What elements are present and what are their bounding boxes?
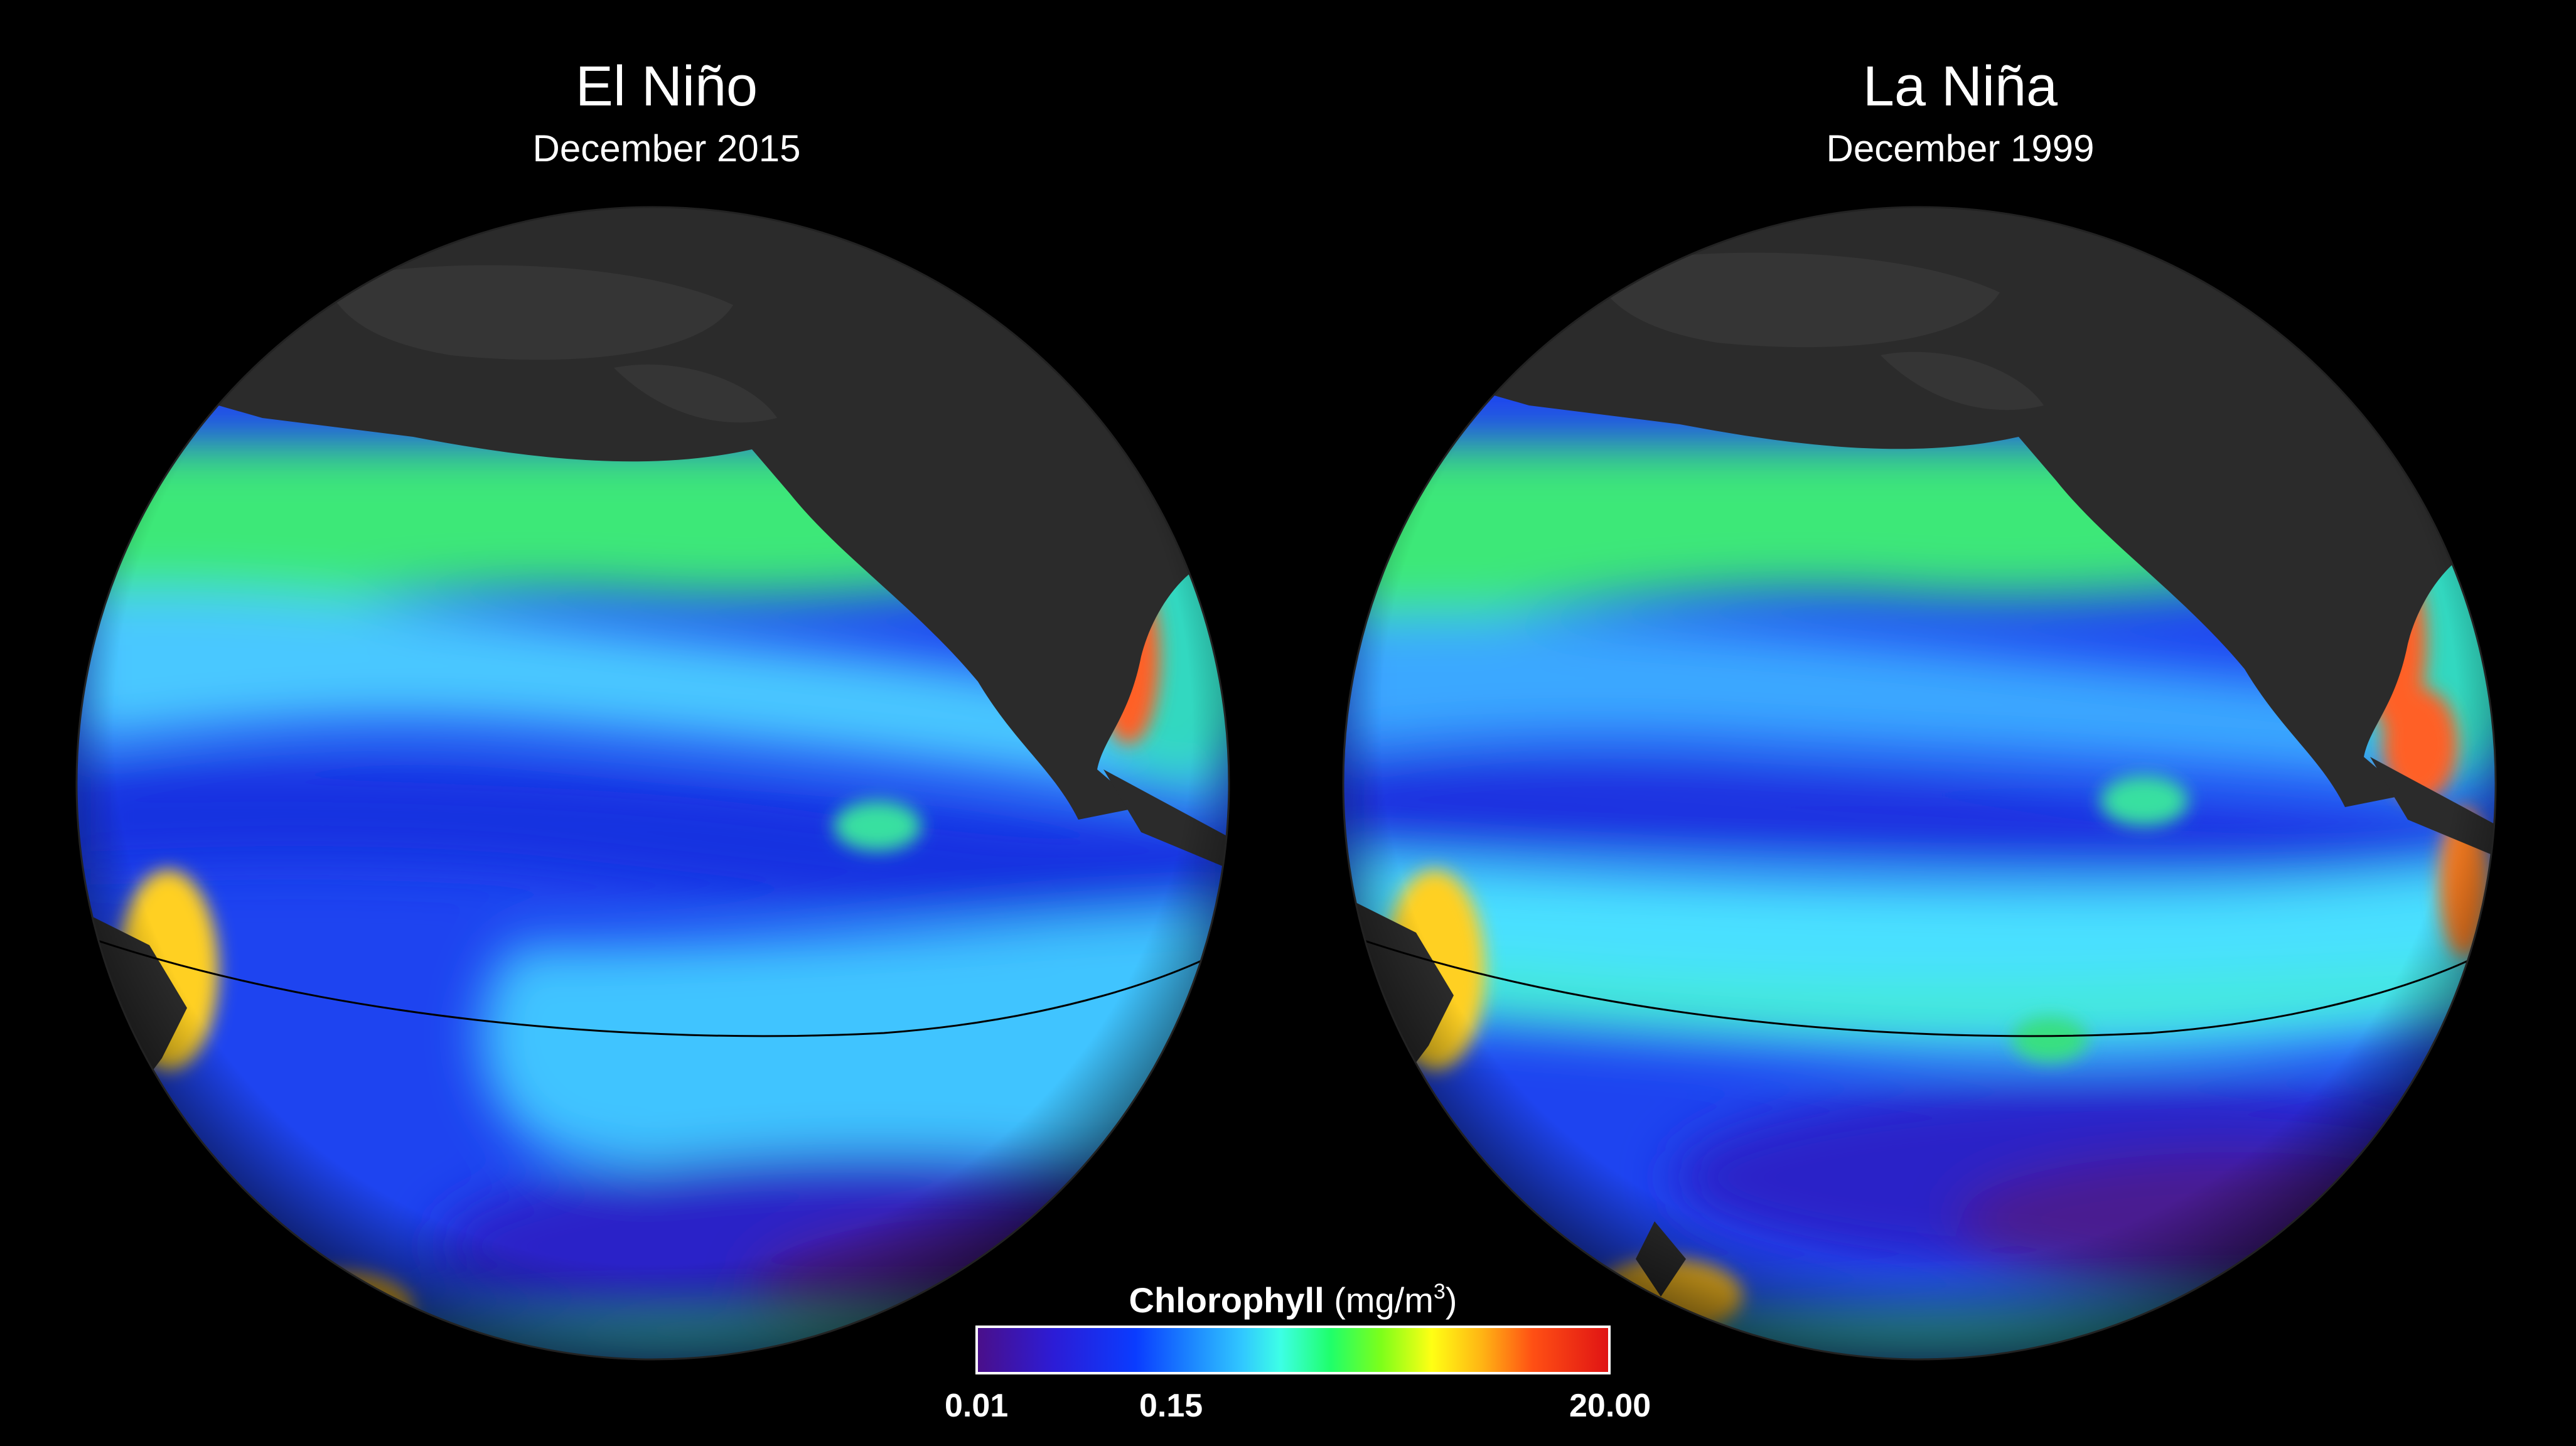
- colorbar-tick-min: 0.01: [945, 1388, 1009, 1424]
- chlorophyll-colorbar: [975, 1326, 1611, 1374]
- left-panel-title: El Niño: [575, 55, 758, 118]
- legend-label: Chlorophyll: [1129, 1280, 1324, 1320]
- la-nina-globe: [1342, 206, 2497, 1361]
- legend-title: Chlorophyll (mg/m3): [973, 1280, 1613, 1320]
- right-panel-title-block: La Niña December 1999: [1584, 55, 2337, 171]
- legend-unit-suffix: ): [1445, 1280, 1457, 1320]
- legend-unit-prefix: (mg/m: [1334, 1280, 1434, 1320]
- colorbar-tick-mid: 0.15: [1139, 1388, 1203, 1424]
- right-panel-title: La Niña: [1862, 55, 2058, 118]
- right-panel-subtitle: December 1999: [1826, 127, 2095, 169]
- el-nino-globe: [75, 206, 1230, 1361]
- legend-unit-exponent: 3: [1433, 1280, 1446, 1304]
- left-panel-subtitle: December 2015: [532, 127, 801, 169]
- left-panel-title-block: El Niño December 2015: [290, 55, 1043, 171]
- colorbar-tick-max: 20.00: [1569, 1388, 1651, 1424]
